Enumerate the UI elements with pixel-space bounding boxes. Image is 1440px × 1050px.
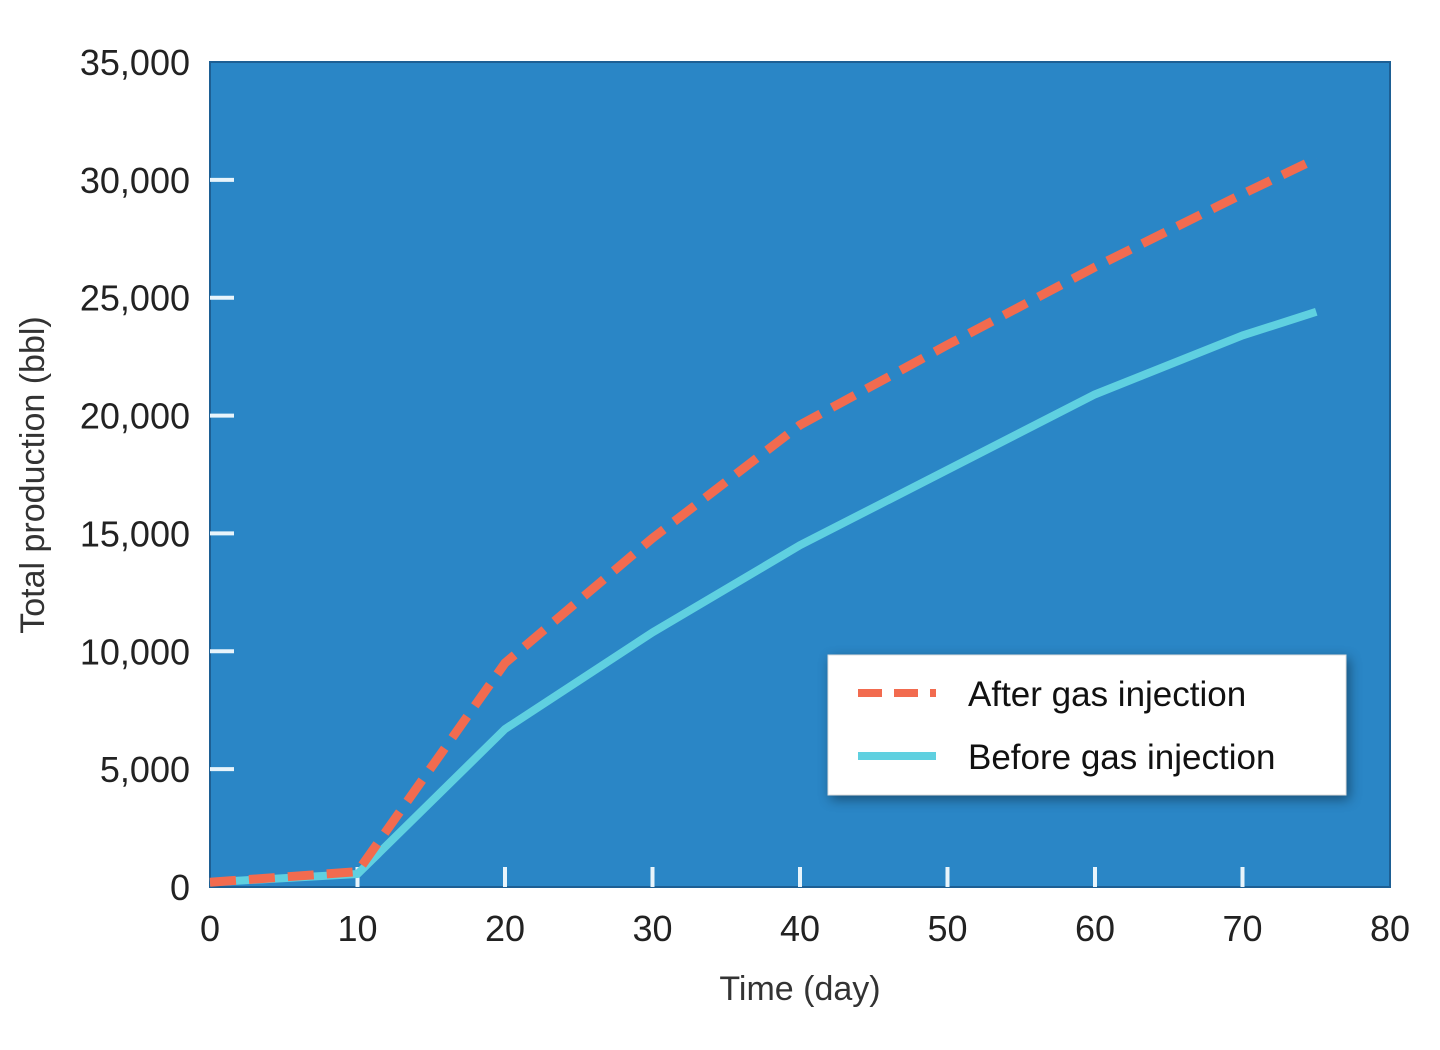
y-axis-label: Total production (bbl) (14, 316, 52, 634)
y-tick-label: 20,000 (80, 396, 190, 437)
x-axis-label: Time (day) (719, 970, 880, 1008)
x-tick-label: 80 (1370, 908, 1410, 949)
y-tick-label: 10,000 (80, 631, 190, 672)
y-tick-label: 15,000 (80, 513, 190, 554)
y-tick-label: 5,000 (100, 749, 190, 790)
x-tick-label: 70 (1222, 908, 1262, 949)
x-tick-label: 10 (337, 908, 377, 949)
x-tick-label: 30 (632, 908, 672, 949)
legend-label-after: After gas injection (968, 675, 1246, 714)
x-tick-label: 50 (927, 908, 967, 949)
legend-label-before: Before gas injection (968, 738, 1275, 777)
y-tick-label: 30,000 (80, 160, 190, 201)
legend: After gas injection Before gas injection (827, 654, 1347, 796)
y-tick-label: 25,000 (80, 278, 190, 319)
x-tick-label: 40 (780, 908, 820, 949)
x-tick-label: 60 (1075, 908, 1115, 949)
y-tick-label: 0 (170, 867, 190, 908)
y-tick-label: 35,000 (80, 42, 190, 83)
x-tick-label: 20 (485, 908, 525, 949)
x-tick-label: 0 (200, 908, 220, 949)
legend-box (827, 654, 1347, 796)
